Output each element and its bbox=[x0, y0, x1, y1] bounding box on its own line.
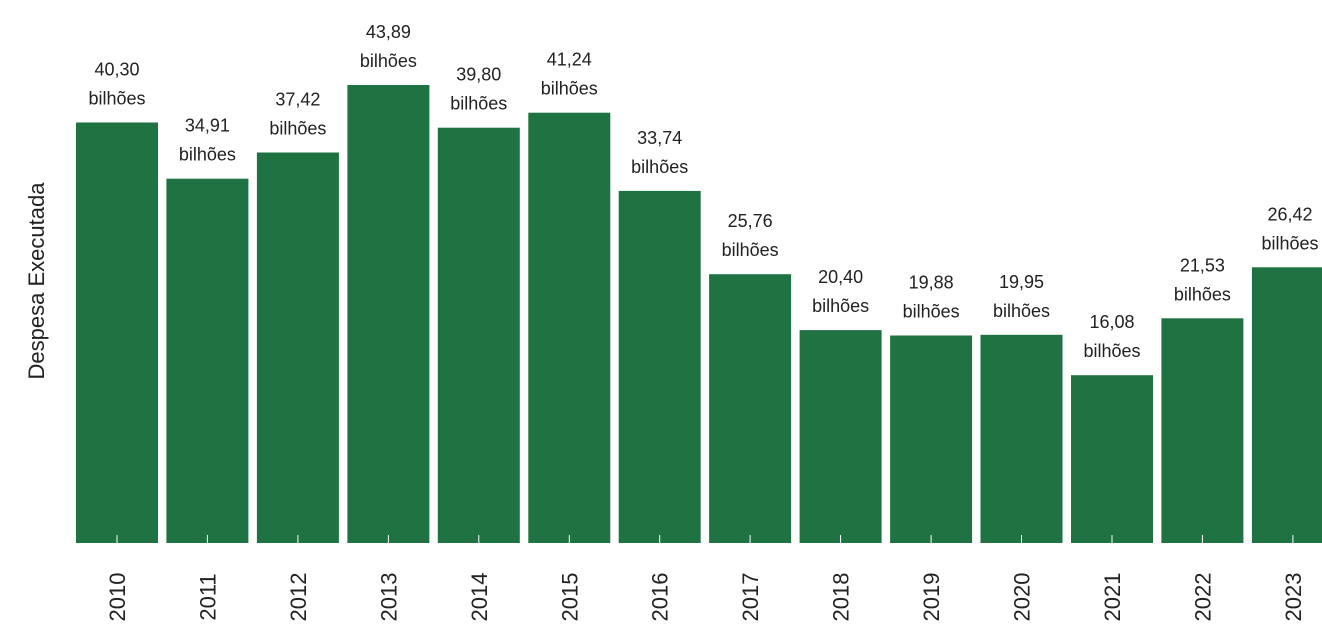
bar-2019 bbox=[890, 335, 973, 543]
bar-2013 bbox=[347, 85, 430, 543]
bar-2010 bbox=[76, 122, 158, 543]
bar-2016 bbox=[618, 190, 701, 543]
data-label-unit-2017: bilhões bbox=[722, 240, 779, 260]
x-tick-label-2011: 2011 bbox=[195, 573, 220, 620]
data-label-unit-2014: bilhões bbox=[450, 94, 507, 114]
bar-2011 bbox=[166, 178, 249, 543]
bar-2017 bbox=[709, 274, 792, 543]
x-tick-label-2014: 2014 bbox=[467, 573, 492, 622]
data-label-value-2015: 41,24 bbox=[547, 50, 592, 70]
data-label-unit-2018: bilhões bbox=[812, 296, 869, 316]
data-label-value-2017: 25,76 bbox=[728, 211, 773, 231]
bar-2022 bbox=[1161, 318, 1244, 543]
bar-2014 bbox=[437, 127, 520, 543]
bar-2021 bbox=[1071, 375, 1153, 543]
x-tick-label-2021: 2021 bbox=[1100, 573, 1125, 622]
data-label-value-2023: 26,42 bbox=[1267, 204, 1312, 224]
x-tick-label-2019: 2019 bbox=[919, 573, 944, 622]
data-label-value-2013: 43,89 bbox=[366, 22, 411, 42]
data-label-unit-2022: bilhões bbox=[1174, 284, 1231, 304]
data-label-value-2020: 19,95 bbox=[999, 272, 1044, 292]
data-label-unit-2010: bilhões bbox=[88, 89, 145, 109]
bar-2018 bbox=[799, 330, 882, 543]
data-label-value-2018: 20,40 bbox=[818, 267, 863, 287]
x-tick-label-2020: 2020 bbox=[1010, 573, 1035, 622]
x-tick-label-2013: 2013 bbox=[376, 573, 401, 622]
x-tick-label-2023: 2023 bbox=[1281, 573, 1306, 622]
data-label-value-2014: 39,80 bbox=[456, 65, 501, 85]
data-label-value-2021: 16,08 bbox=[1089, 312, 1134, 332]
data-label-value-2010: 40,30 bbox=[94, 60, 139, 80]
y-axis-label: Despesa Executada bbox=[24, 182, 49, 380]
x-axis-ticks: 2010 2011 2012 2013 2014 2015 2016 2017 2018 2019… bbox=[105, 535, 1306, 621]
data-label-value-2016: 33,74 bbox=[637, 128, 682, 148]
x-tick-label-2010: 2010 bbox=[105, 573, 130, 622]
x-tick-label-2012: 2012 bbox=[286, 573, 311, 622]
x-tick-label-2017: 2017 bbox=[738, 573, 763, 622]
bar-2015 bbox=[528, 112, 611, 543]
x-tick-label-2016: 2016 bbox=[648, 573, 673, 622]
x-tick-label-2015: 2015 bbox=[557, 573, 582, 622]
data-label-unit-2019: bilhões bbox=[903, 302, 960, 322]
bar-2012 bbox=[256, 152, 339, 543]
value-labels-group: 40,30 bilhões 34,91 bilhões 37,42 bilhões 43,8… bbox=[88, 22, 1318, 361]
x-tick-label-2018: 2018 bbox=[829, 573, 854, 622]
data-label-value-2019: 19,88 bbox=[909, 273, 954, 293]
data-label-value-2022: 21,53 bbox=[1180, 255, 1225, 275]
data-label-unit-2016: bilhões bbox=[631, 157, 688, 177]
data-label-unit-2011: bilhões bbox=[179, 145, 236, 165]
data-label-unit-2023: bilhões bbox=[1261, 233, 1318, 253]
data-label-value-2011: 34,91 bbox=[185, 116, 230, 136]
data-label-unit-2013: bilhões bbox=[360, 51, 417, 71]
data-label-unit-2015: bilhões bbox=[541, 79, 598, 99]
data-label-unit-2021: bilhões bbox=[1083, 341, 1140, 361]
x-tick-label-2022: 2022 bbox=[1190, 573, 1215, 622]
data-label-value-2012: 37,42 bbox=[275, 90, 320, 110]
bars-group bbox=[76, 85, 1322, 543]
data-label-unit-2020: bilhões bbox=[993, 301, 1050, 321]
bar-2020 bbox=[980, 334, 1063, 543]
bar-2023 bbox=[1251, 267, 1322, 543]
data-label-unit-2012: bilhões bbox=[269, 119, 326, 139]
